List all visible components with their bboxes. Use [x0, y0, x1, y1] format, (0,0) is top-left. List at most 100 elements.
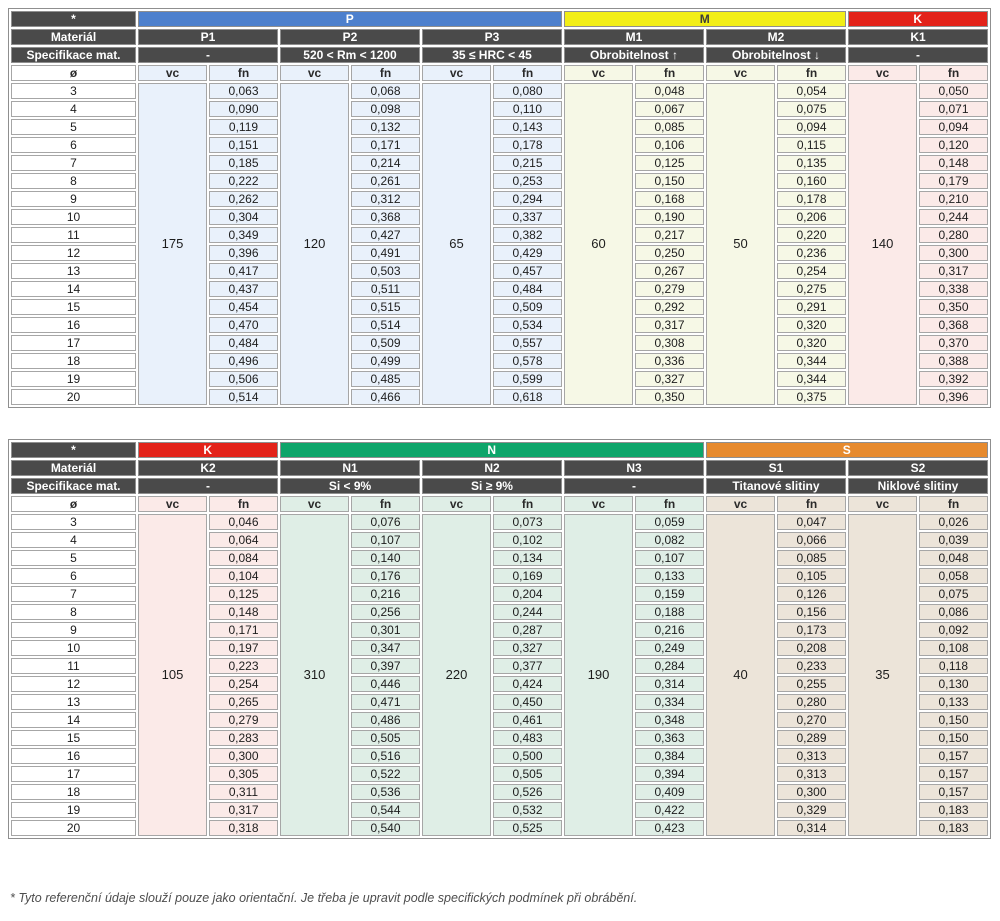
fn-value-cell-k2: 0,104	[209, 568, 278, 584]
fn-value-cell-p1: 0,349	[209, 227, 278, 243]
material-header-k2: K2	[138, 460, 278, 476]
fn-value-cell-m1: 0,106	[635, 137, 704, 153]
vc-value-cell-k1: 140	[848, 83, 917, 405]
fn-value-cell-s2: 0,108	[919, 640, 988, 656]
diameter-cell: 9	[11, 622, 136, 638]
diameter-cell: 16	[11, 317, 136, 333]
fn-value-cell-k2: 0,223	[209, 658, 278, 674]
fn-value-cell-m2: 0,344	[777, 353, 846, 369]
fn-value-cell-k1: 0,094	[919, 119, 988, 135]
corner-star-cell: *	[11, 442, 136, 458]
fn-value-cell-p1: 0,222	[209, 173, 278, 189]
fn-value-cell-n2: 0,073	[493, 514, 562, 530]
fn-value-cell-p1: 0,454	[209, 299, 278, 315]
diameter-cell: 20	[11, 820, 136, 836]
fn-value-cell-m1: 0,350	[635, 389, 704, 405]
vc-value-cell-n2: 220	[422, 514, 491, 836]
fn-value-cell-p3: 0,599	[493, 371, 562, 387]
fn-value-cell-k1: 0,368	[919, 317, 988, 333]
fn-value-cell-s1: 0,280	[777, 694, 846, 710]
fn-value-cell-n1: 0,522	[351, 766, 420, 782]
fn-value-cell-s1: 0,126	[777, 586, 846, 602]
diameter-cell: 6	[11, 137, 136, 153]
fn-value-cell-m1: 0,327	[635, 371, 704, 387]
material-header-n2: N2	[422, 460, 562, 476]
fn-value-cell-m1: 0,279	[635, 281, 704, 297]
fn-value-cell-p3: 0,253	[493, 173, 562, 189]
fn-value-cell-m1: 0,267	[635, 263, 704, 279]
fn-value-cell-m2: 0,115	[777, 137, 846, 153]
diameter-cell: 17	[11, 766, 136, 782]
group-header-p: P	[138, 11, 562, 27]
fn-value-cell-p2: 0,132	[351, 119, 420, 135]
diameter-cell: 10	[11, 640, 136, 656]
fn-value-cell-m2: 0,075	[777, 101, 846, 117]
fn-value-cell-p2: 0,466	[351, 389, 420, 405]
fn-value-cell-m1: 0,067	[635, 101, 704, 117]
vc-column-header-m1: vc	[564, 65, 633, 81]
fn-value-cell-n3: 0,423	[635, 820, 704, 836]
material-header-p2: P2	[280, 29, 420, 45]
fn-value-cell-s2: 0,183	[919, 820, 988, 836]
fn-value-cell-s2: 0,133	[919, 694, 988, 710]
fn-value-cell-n3: 0,082	[635, 532, 704, 548]
fn-value-cell-k2: 0,317	[209, 802, 278, 818]
fn-value-cell-s2: 0,130	[919, 676, 988, 692]
fn-value-cell-p1: 0,484	[209, 335, 278, 351]
vc-column-header-p1: vc	[138, 65, 207, 81]
material-header-s2: S2	[848, 460, 988, 476]
vc-value-cell-n1: 310	[280, 514, 349, 836]
spec-cell-p3: 35 ≤ HRC < 45	[422, 47, 562, 63]
material-header-m1: M1	[564, 29, 704, 45]
fn-value-cell-k1: 0,179	[919, 173, 988, 189]
fn-value-cell-n1: 0,140	[351, 550, 420, 566]
diameter-cell: 8	[11, 604, 136, 620]
fn-value-cell-p3: 0,509	[493, 299, 562, 315]
fn-value-cell-p1: 0,185	[209, 155, 278, 171]
fn-value-cell-n3: 0,384	[635, 748, 704, 764]
fn-value-cell-m2: 0,206	[777, 209, 846, 225]
fn-value-cell-s1: 0,105	[777, 568, 846, 584]
group-header-k: K	[138, 442, 278, 458]
fn-value-cell-p2: 0,261	[351, 173, 420, 189]
fn-value-cell-s2: 0,118	[919, 658, 988, 674]
fn-value-cell-n1: 0,216	[351, 586, 420, 602]
fn-value-cell-p3: 0,557	[493, 335, 562, 351]
fn-value-cell-k1: 0,396	[919, 389, 988, 405]
vc-column-header-k2: vc	[138, 496, 207, 512]
fn-column-header-n3: fn	[635, 496, 704, 512]
fn-value-cell-n2: 0,424	[493, 676, 562, 692]
fn-value-cell-p3: 0,143	[493, 119, 562, 135]
fn-value-cell-n1: 0,301	[351, 622, 420, 638]
fn-value-cell-m1: 0,250	[635, 245, 704, 261]
vc-column-header-s2: vc	[848, 496, 917, 512]
fn-value-cell-k1: 0,244	[919, 209, 988, 225]
vc-column-header-p3: vc	[422, 65, 491, 81]
fn-value-cell-s2: 0,157	[919, 766, 988, 782]
fn-value-cell-n3: 0,249	[635, 640, 704, 656]
fn-value-cell-p1: 0,151	[209, 137, 278, 153]
material-header-p3: P3	[422, 29, 562, 45]
vc-value-cell-n3: 190	[564, 514, 633, 836]
diameter-cell: 13	[11, 263, 136, 279]
fn-value-cell-s1: 0,314	[777, 820, 846, 836]
diameter-cell: 14	[11, 281, 136, 297]
fn-value-cell-p2: 0,499	[351, 353, 420, 369]
fn-value-cell-n2: 0,483	[493, 730, 562, 746]
fn-value-cell-p2: 0,511	[351, 281, 420, 297]
fn-value-cell-m2: 0,135	[777, 155, 846, 171]
fn-column-header-s1: fn	[777, 496, 846, 512]
fn-value-cell-p2: 0,214	[351, 155, 420, 171]
spec-cell-s2: Niklové slitiny	[848, 478, 988, 494]
fn-value-cell-m2: 0,344	[777, 371, 846, 387]
fn-value-cell-s2: 0,058	[919, 568, 988, 584]
diameter-cell: 13	[11, 694, 136, 710]
vc-value-cell-k2: 105	[138, 514, 207, 836]
fn-value-cell-s1: 0,208	[777, 640, 846, 656]
fn-value-cell-n1: 0,536	[351, 784, 420, 800]
material-header-n3: N3	[564, 460, 704, 476]
vc-value-cell-p1: 175	[138, 83, 207, 405]
fn-value-cell-n3: 0,059	[635, 514, 704, 530]
spec-row-label: Specifikace mat.	[11, 478, 136, 494]
diameter-cell: 18	[11, 353, 136, 369]
